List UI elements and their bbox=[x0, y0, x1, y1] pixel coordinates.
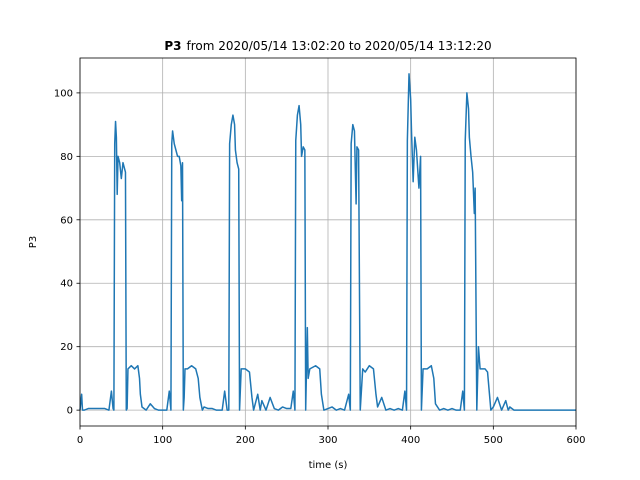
x-tick-label: 100 bbox=[153, 435, 172, 446]
x-tick-label: 200 bbox=[236, 435, 255, 446]
plot-frame bbox=[79, 57, 577, 427]
x-tick-label: 500 bbox=[484, 435, 503, 446]
title-bold: P3 bbox=[164, 39, 181, 53]
y-tick-label: 40 bbox=[60, 279, 73, 290]
x-axis-label: time (s) bbox=[309, 460, 348, 471]
y-tick-label: 80 bbox=[60, 152, 73, 163]
x-tick-label: 0 bbox=[77, 435, 83, 446]
title-rest: from 2020/05/14 13:02:20 to 2020/05/14 1… bbox=[186, 39, 491, 53]
chart-title: P3 from 2020/05/14 13:02:20 to 2020/05/14… bbox=[164, 39, 491, 53]
y-tick-label: 100 bbox=[54, 88, 73, 99]
y-axis-label: P3 bbox=[28, 236, 39, 248]
x-tick-label: 400 bbox=[401, 435, 420, 446]
y-tick-label: 20 bbox=[60, 342, 73, 353]
y-tick-label: 0 bbox=[67, 406, 73, 417]
x-tick-label: 600 bbox=[566, 435, 585, 446]
y-tick-label: 60 bbox=[60, 215, 73, 226]
data-line bbox=[79, 73, 576, 411]
x-tick-label: 300 bbox=[318, 435, 337, 446]
